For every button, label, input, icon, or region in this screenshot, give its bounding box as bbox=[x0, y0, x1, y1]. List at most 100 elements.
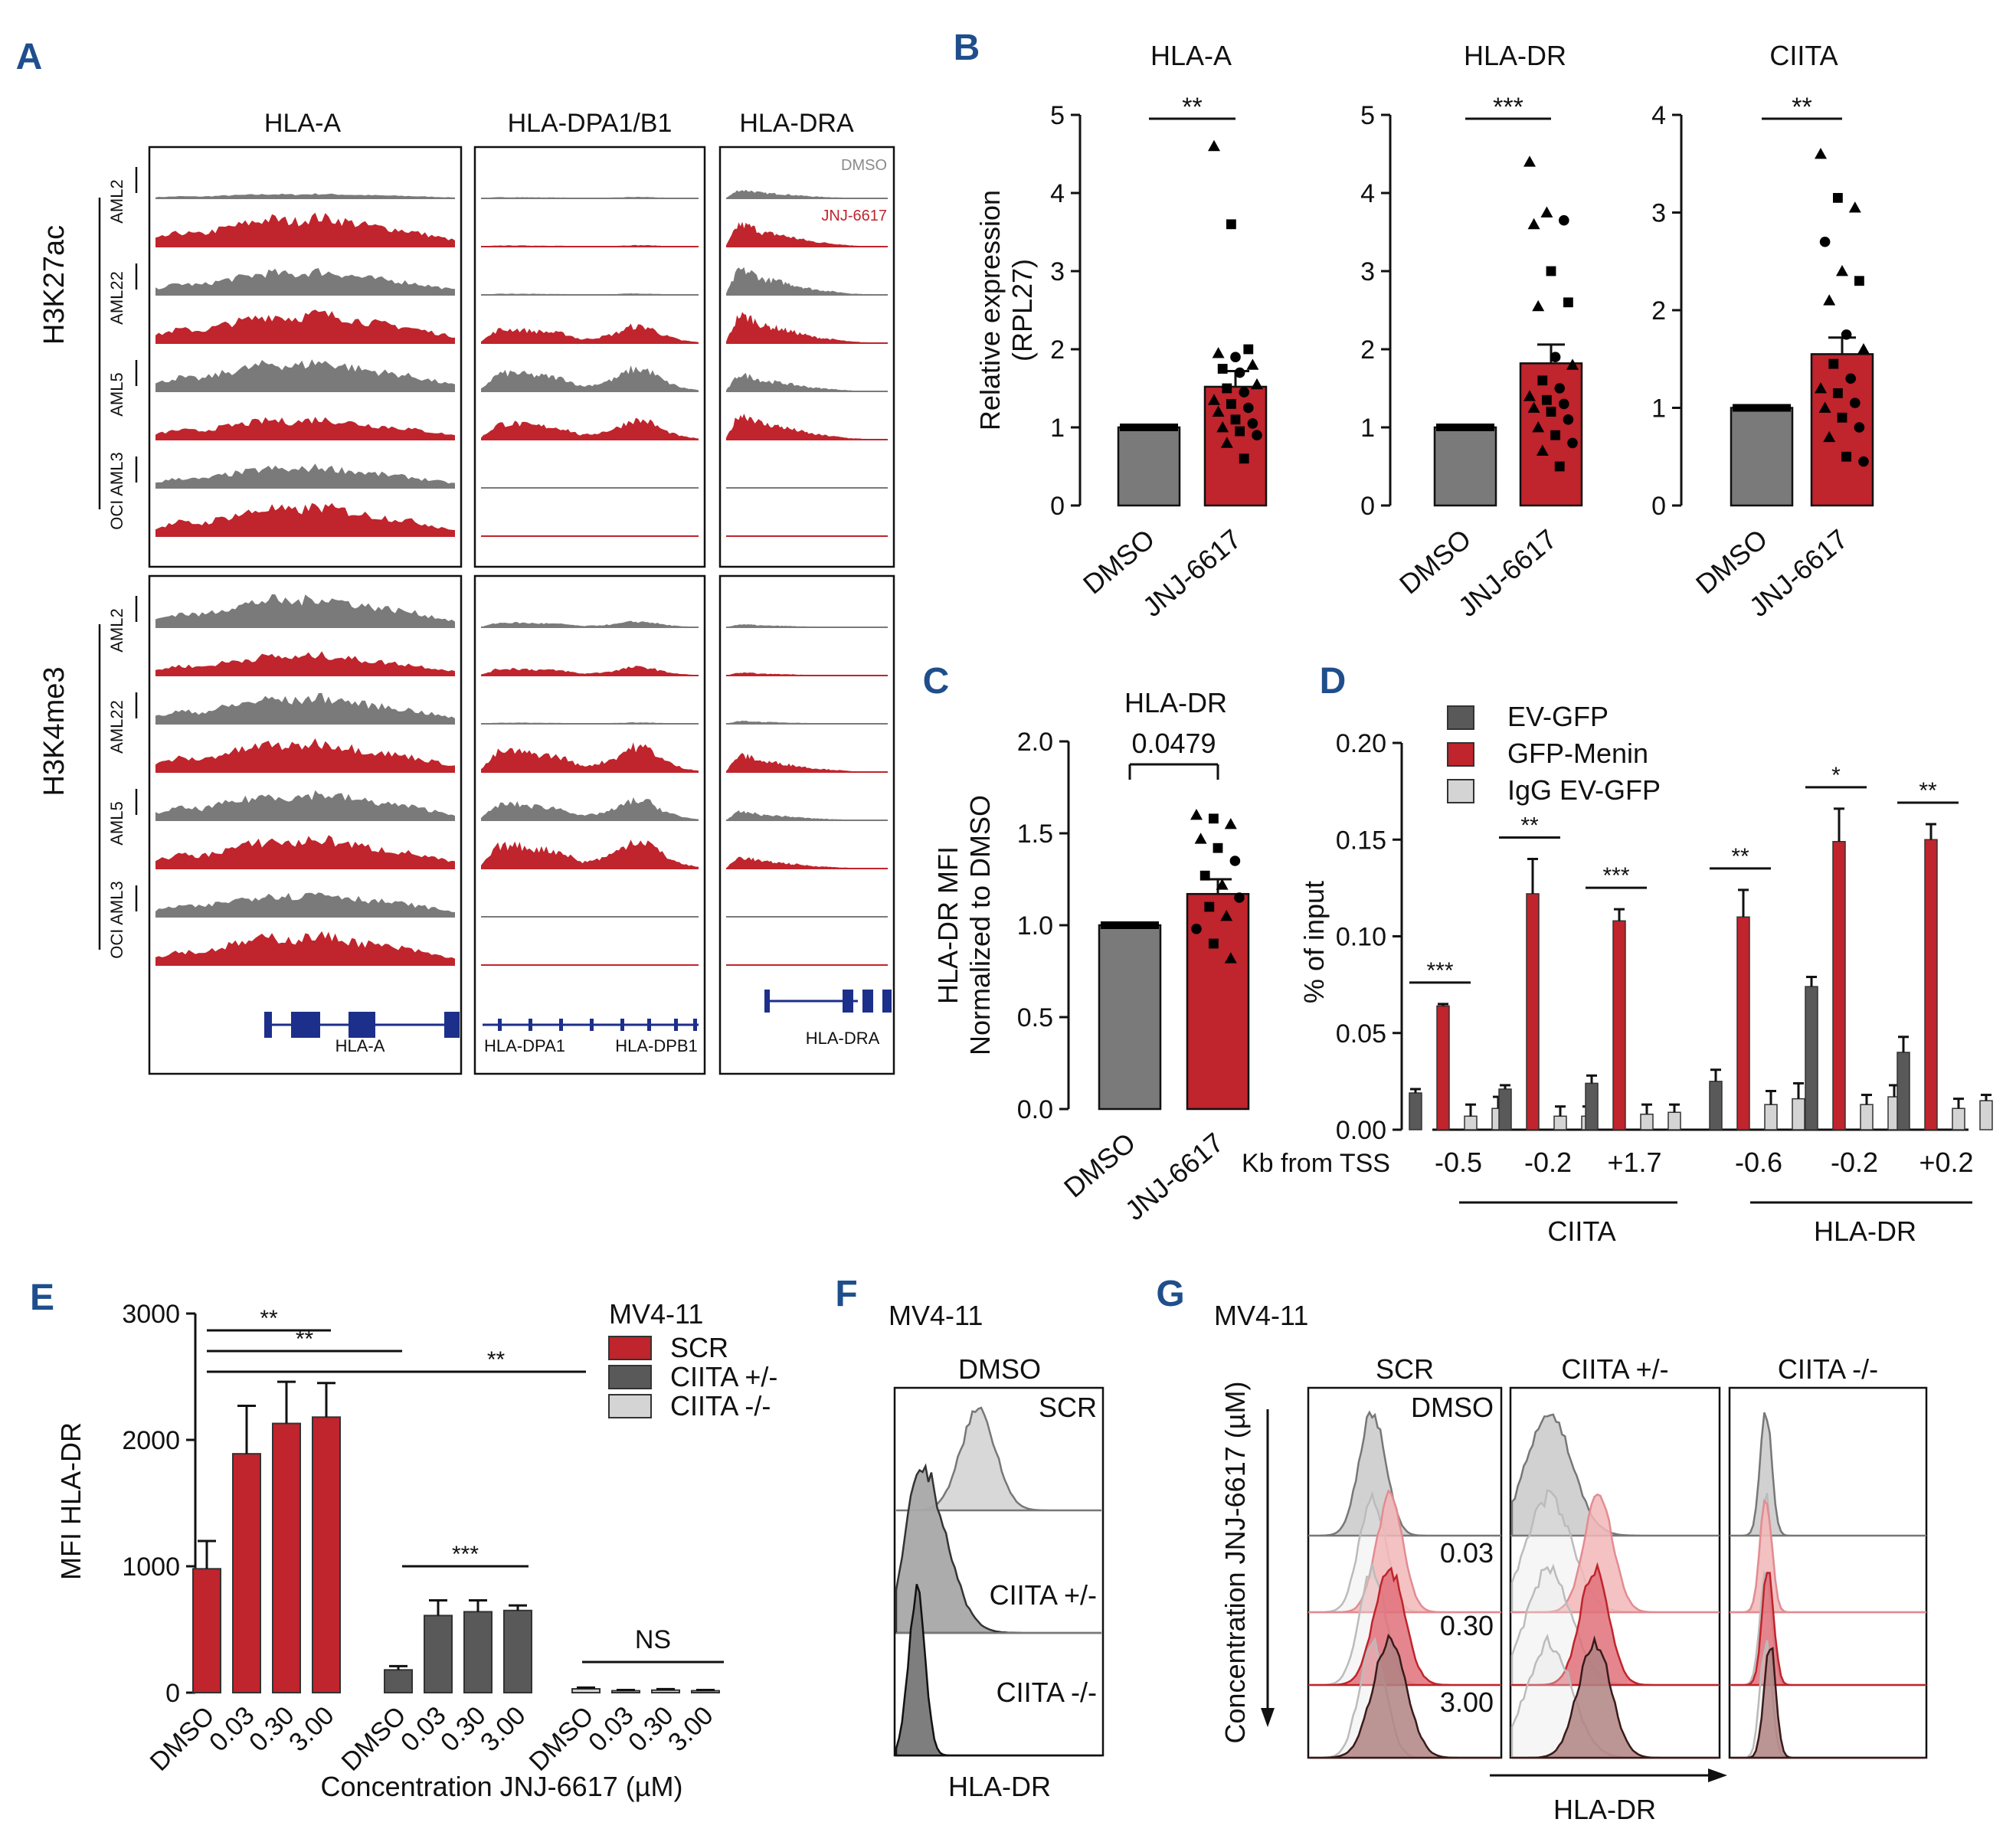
data-point bbox=[1216, 878, 1229, 890]
y-tick-label: 4 bbox=[1651, 101, 1666, 130]
data-point bbox=[1837, 412, 1847, 423]
significance-label: * bbox=[1831, 763, 1841, 788]
mark-label: H3K4me3 bbox=[38, 667, 70, 797]
signal-track bbox=[726, 414, 888, 440]
data-point bbox=[1208, 394, 1220, 405]
data-point bbox=[1239, 387, 1249, 398]
locus-title: HLA-A bbox=[264, 109, 341, 138]
bar bbox=[1667, 1111, 1681, 1130]
data-point bbox=[1559, 398, 1569, 410]
significance-label: *** bbox=[1493, 93, 1523, 122]
panel-letter-c: C bbox=[923, 661, 950, 702]
data-point bbox=[1199, 870, 1210, 881]
y-tick-label: 1 bbox=[1651, 394, 1666, 424]
y-tick-label: 0 bbox=[165, 1679, 180, 1708]
signal-track bbox=[726, 810, 888, 820]
sample-label: OCI AML3 bbox=[107, 452, 126, 529]
data-point bbox=[1815, 148, 1827, 159]
bar bbox=[1464, 1115, 1478, 1130]
y-tick-label: 0.15 bbox=[1336, 826, 1386, 855]
locus-title: HLA-DRA bbox=[739, 109, 854, 138]
y-axis-label: % of input bbox=[1298, 881, 1330, 1003]
legend-label: EV-GFP bbox=[1507, 701, 1609, 732]
signal-track bbox=[155, 193, 455, 198]
legend-dmso: DMSO bbox=[841, 157, 887, 174]
y-tick-label: 2 bbox=[1360, 335, 1375, 365]
bar bbox=[1979, 1100, 1993, 1130]
data-point bbox=[1554, 383, 1565, 394]
bar bbox=[1897, 1052, 1910, 1130]
track-box bbox=[473, 146, 706, 568]
x-tick-label: JNJ-6617 bbox=[1119, 1127, 1229, 1226]
legend-swatch bbox=[1447, 742, 1474, 767]
sample-label: AML22 bbox=[107, 271, 126, 325]
data-points-cluster bbox=[1733, 404, 1791, 412]
data-point bbox=[1536, 444, 1549, 456]
y-tick-label: 2000 bbox=[122, 1426, 180, 1455]
data-point bbox=[1836, 265, 1848, 276]
chart-title: CIITA bbox=[1769, 40, 1838, 71]
bar bbox=[192, 1568, 221, 1694]
data-point bbox=[1833, 192, 1843, 203]
bar bbox=[1924, 839, 1938, 1130]
data-point bbox=[1212, 347, 1225, 358]
legend-swatch bbox=[1447, 779, 1474, 803]
y-tick-label: 1 bbox=[1360, 414, 1375, 443]
bar bbox=[232, 1453, 261, 1694]
signal-track bbox=[155, 651, 455, 676]
panel-letter-b: B bbox=[954, 28, 980, 68]
x-tick-label: +0.2 bbox=[1919, 1147, 1973, 1178]
exon bbox=[498, 1019, 502, 1031]
y-tick-label: 1 bbox=[1050, 414, 1065, 443]
x-axis-label: Concentration JNJ-6617 (µM) bbox=[321, 1771, 683, 1802]
column-label: SCR bbox=[1376, 1353, 1434, 1385]
x-tick-label: -0.2 bbox=[1831, 1147, 1878, 1178]
data-point bbox=[1833, 388, 1843, 398]
gene-label: HLA-DPB1 bbox=[615, 1036, 698, 1055]
y-tick-label: 2.0 bbox=[1017, 728, 1053, 757]
y-axis-label: Concentration JNJ-6617 (µM) bbox=[1219, 1382, 1251, 1744]
histogram-ciita-ko bbox=[895, 1583, 1101, 1757]
signal-track bbox=[726, 221, 888, 247]
locus-title: HLA-DPA1/B1 bbox=[508, 109, 673, 138]
significance-label: NS bbox=[635, 1625, 671, 1654]
signal-track bbox=[726, 856, 888, 869]
legend-swatch bbox=[608, 1394, 652, 1418]
y-tick-label: 1.0 bbox=[1017, 911, 1053, 941]
signal-track bbox=[481, 839, 699, 869]
significance-label: ** bbox=[260, 1306, 278, 1331]
significance-label: ** bbox=[1731, 844, 1749, 869]
signal-track bbox=[481, 365, 699, 391]
exon bbox=[590, 1019, 594, 1031]
row-label: DMSO bbox=[1411, 1392, 1494, 1423]
y-tick-label: 1000 bbox=[122, 1552, 180, 1582]
data-point bbox=[1532, 299, 1545, 312]
bar bbox=[503, 1609, 532, 1693]
signal-track bbox=[726, 267, 888, 295]
data-point bbox=[1858, 456, 1869, 467]
data-point bbox=[1537, 375, 1548, 386]
data-point bbox=[1550, 430, 1560, 440]
column-label: CIITA +/- bbox=[1561, 1353, 1668, 1385]
bar bbox=[1519, 362, 1583, 507]
y-axis-label: MFI HLA-DR bbox=[55, 1422, 87, 1580]
y-tick-label: 5 bbox=[1050, 101, 1065, 130]
track-box bbox=[148, 146, 463, 568]
x-tick-label: JNJ-6617 bbox=[1137, 523, 1247, 623]
bar bbox=[1436, 1005, 1450, 1130]
signal-track bbox=[155, 268, 455, 295]
significance-label: ** bbox=[1919, 778, 1937, 803]
bar bbox=[1764, 1104, 1778, 1130]
data-point bbox=[1209, 813, 1219, 824]
data-point bbox=[1191, 924, 1202, 934]
y-tick-label: 0 bbox=[1651, 492, 1666, 521]
data-point bbox=[1563, 414, 1574, 425]
significance-label: ** bbox=[1520, 813, 1539, 839]
bar bbox=[1433, 426, 1497, 507]
data-point bbox=[1823, 430, 1836, 443]
signal-track bbox=[155, 594, 455, 627]
signal-track bbox=[155, 931, 455, 965]
data-point bbox=[1546, 266, 1556, 276]
data-point bbox=[1230, 352, 1241, 363]
